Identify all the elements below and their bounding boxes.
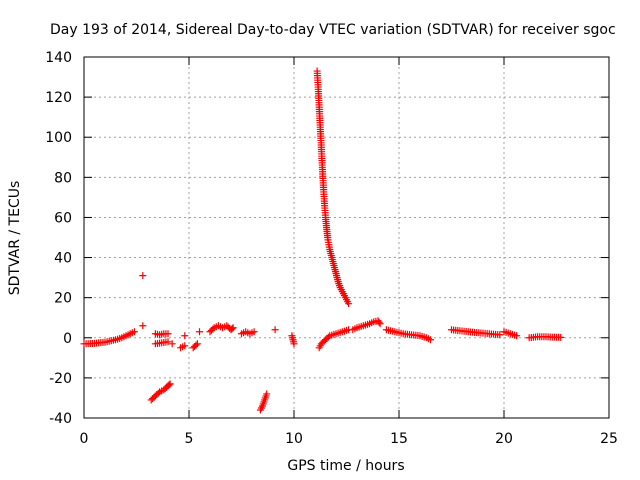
y-tick-label: 40 xyxy=(54,251,72,267)
data-point xyxy=(139,272,147,280)
x-tick-label: 5 xyxy=(185,431,194,447)
gridlines xyxy=(84,57,609,418)
data-point xyxy=(229,324,237,332)
data-point xyxy=(427,336,434,344)
data-point xyxy=(196,328,203,336)
x-tick-label: 0 xyxy=(80,431,89,447)
y-tick-label: -20 xyxy=(49,371,72,387)
data-point xyxy=(228,325,236,333)
x-tick-label: 20 xyxy=(495,431,513,447)
data-point xyxy=(496,331,504,339)
data-point xyxy=(271,326,279,334)
data-point xyxy=(139,322,147,330)
y-tick-label: 140 xyxy=(45,50,72,66)
y-tick-label: 80 xyxy=(54,170,72,186)
data-point xyxy=(345,300,353,308)
x-tick-label: 15 xyxy=(390,431,408,447)
x-tick-label: 25 xyxy=(600,431,618,447)
data-point xyxy=(164,330,172,338)
y-tick-label: 100 xyxy=(45,130,72,146)
data-point xyxy=(290,340,298,348)
x-axis-label: GPS time / hours xyxy=(287,458,404,474)
y-tick-label: 20 xyxy=(54,291,72,307)
data-point xyxy=(168,340,176,348)
data-point xyxy=(375,318,383,326)
data-points xyxy=(80,67,565,414)
y-tick-label: 60 xyxy=(54,210,72,226)
y-tick-label: 0 xyxy=(63,331,72,347)
axis-ticks: 0 5 10 15 20 25 -40 -20 0 20 40 60 80 100 120 140 xyxy=(45,50,618,447)
data-point xyxy=(250,328,258,336)
data-point xyxy=(513,332,521,340)
data-point xyxy=(376,320,384,328)
data-point xyxy=(165,381,173,389)
chart-title: Day 193 of 2014, Sidereal Day-to-day VTE… xyxy=(50,22,616,38)
x-tick-label: 10 xyxy=(285,431,303,447)
plot-area-border xyxy=(83,56,610,419)
data-point xyxy=(192,341,200,349)
data-point xyxy=(181,332,189,340)
data-point xyxy=(130,328,138,336)
data-point xyxy=(181,342,189,350)
data-point xyxy=(164,338,172,346)
data-point xyxy=(166,380,174,388)
y-tick-label: -40 xyxy=(49,411,72,427)
data-point xyxy=(263,390,271,398)
data-point xyxy=(557,333,565,341)
y-tick-label: 120 xyxy=(45,90,72,106)
y-axis-label: SDTVAR / TECUs xyxy=(7,181,23,296)
data-point xyxy=(193,340,201,348)
